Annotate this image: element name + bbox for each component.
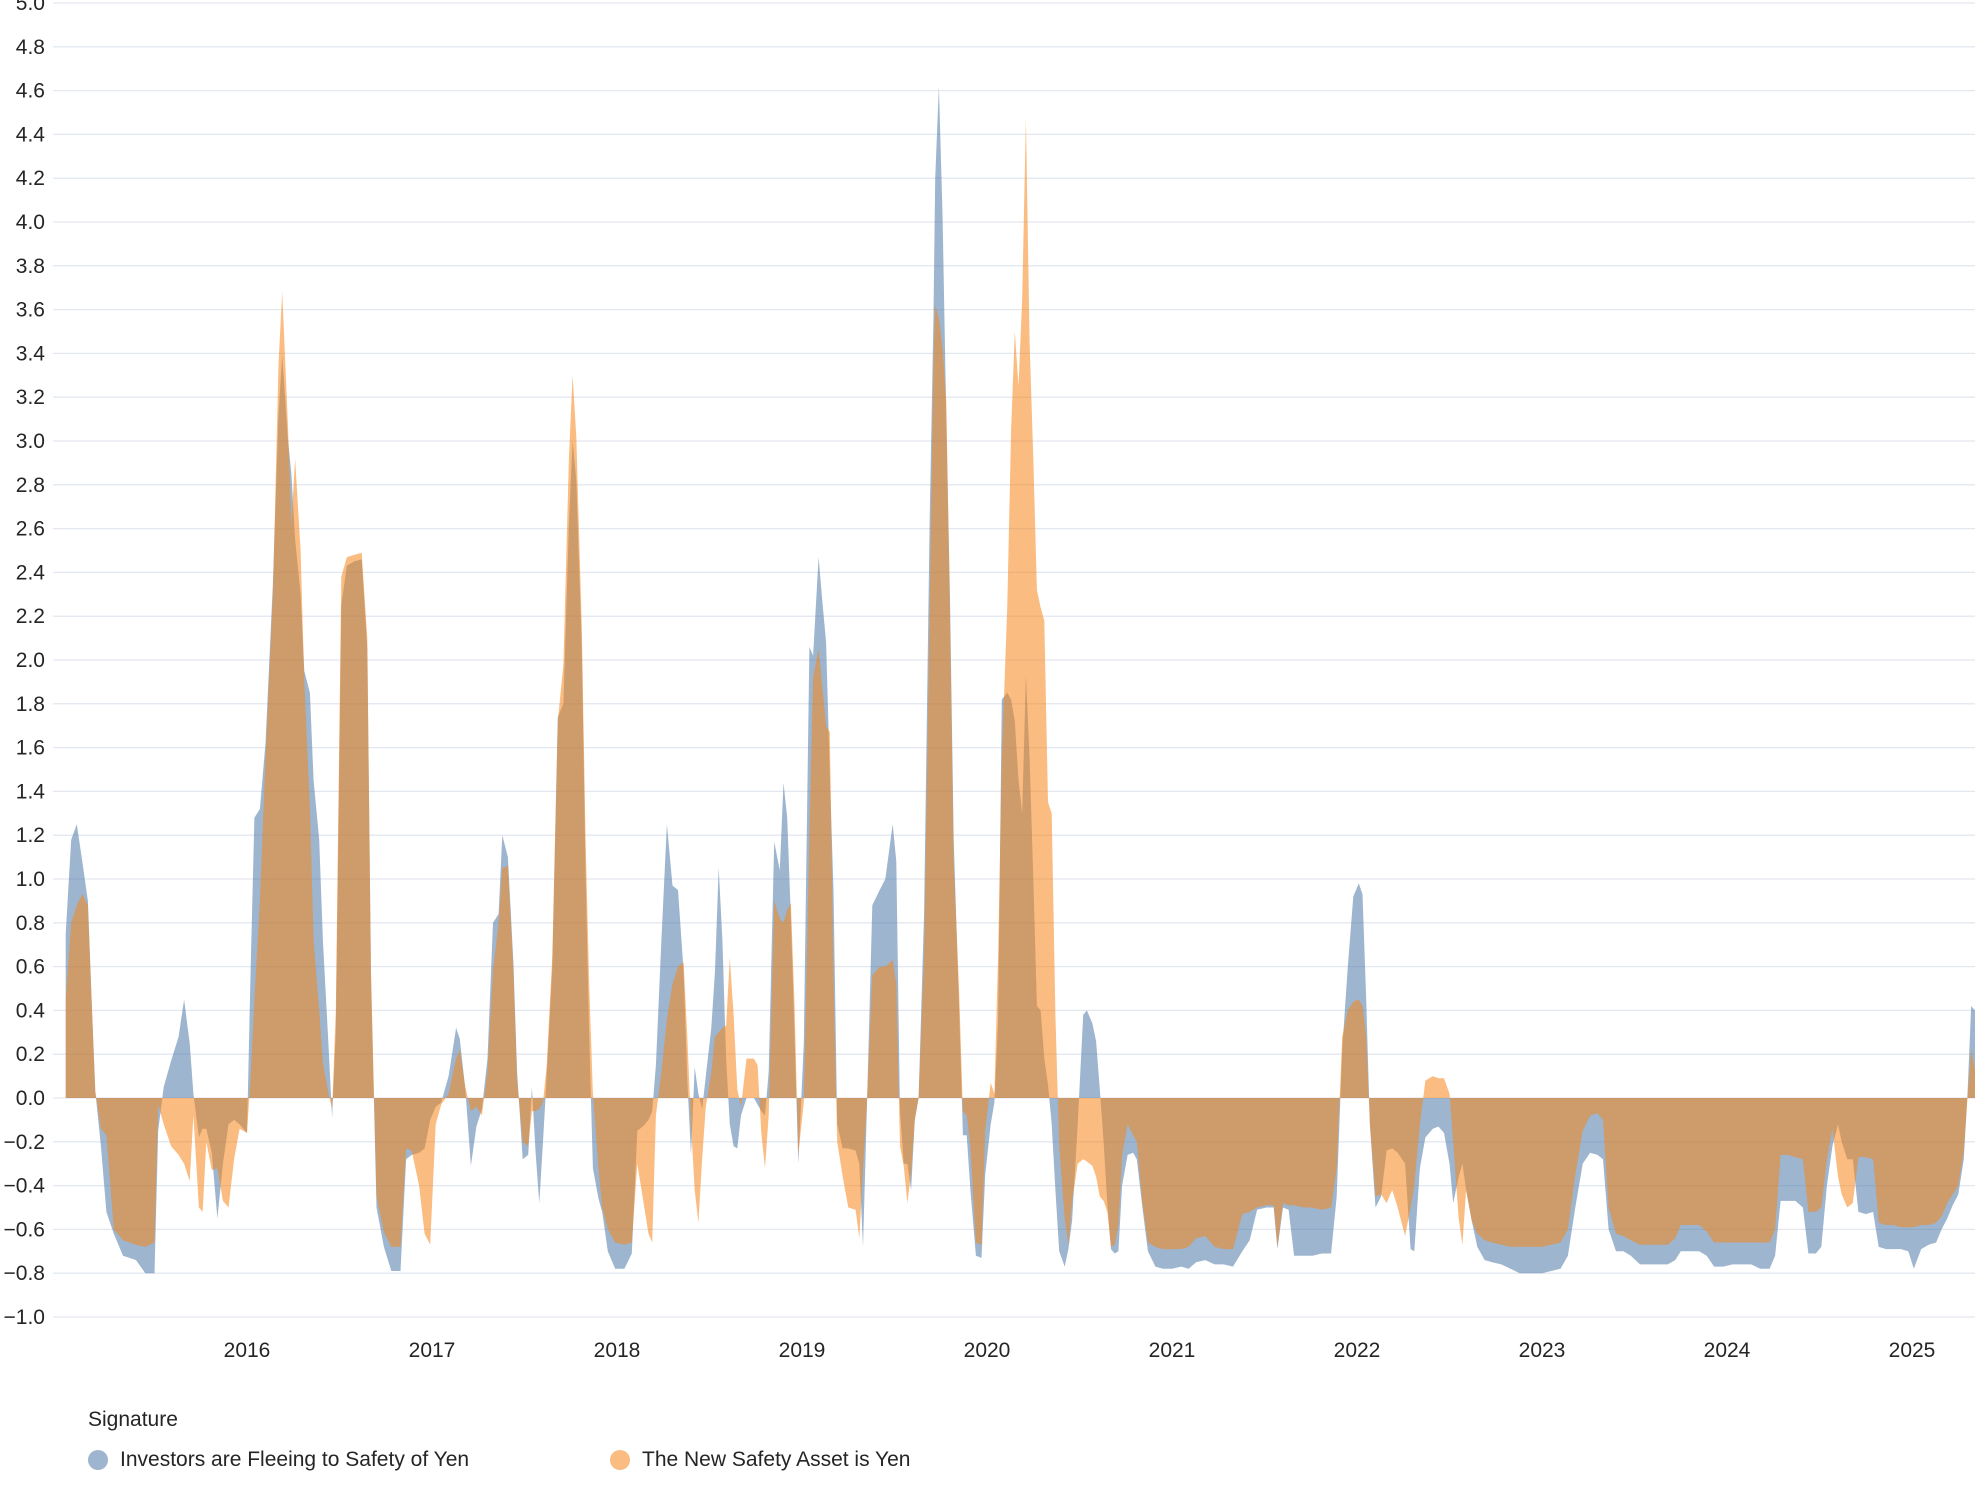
legend-swatch-blue-icon <box>88 1450 108 1470</box>
y-tick-label: 0.6 <box>16 956 45 979</box>
x-tick-label: 2025 <box>1889 1339 1936 1362</box>
legend-item-investors-fleeing: Investors are Fleeing to Safety of Yen <box>88 1448 469 1472</box>
y-tick-label: −0.8 <box>4 1262 45 1285</box>
y-tick-label: 1.2 <box>16 824 45 847</box>
y-tick-label: −1.0 <box>4 1306 45 1329</box>
x-tick-label: 2020 <box>964 1339 1011 1362</box>
y-tick-label: 3.2 <box>16 386 45 409</box>
y-tick-label: 4.0 <box>16 211 45 234</box>
y-tick-label: 3.6 <box>16 299 45 322</box>
y-tick-label: 1.6 <box>16 737 45 760</box>
y-tick-label: 0.8 <box>16 912 45 935</box>
legend-title: Signature <box>88 1408 178 1431</box>
y-tick-label: 1.4 <box>16 780 46 803</box>
y-tick-label: 3.0 <box>16 430 45 453</box>
x-tick-label: 2019 <box>779 1339 826 1362</box>
y-tick-label: 4.8 <box>16 36 45 59</box>
y-tick-label: 5.0 <box>16 0 45 15</box>
y-tick-label: 3.8 <box>16 255 45 278</box>
legend-label-new-safety-asset: The New Safety Asset is Yen <box>642 1448 911 1471</box>
y-tick-label: 0.2 <box>16 1043 45 1066</box>
y-tick-label: 2.4 <box>16 561 46 584</box>
legend-item-new-safety-asset: The New Safety Asset is Yen <box>610 1448 911 1472</box>
x-tick-label: 2018 <box>594 1339 641 1362</box>
y-tick-label: 2.2 <box>16 605 45 628</box>
y-tick-label: 2.8 <box>16 474 45 497</box>
y-tick-label: −0.6 <box>4 1218 45 1241</box>
y-tick-label: −0.2 <box>4 1131 45 1154</box>
x-tick-label: 2021 <box>1149 1339 1196 1362</box>
y-tick-label: 4.4 <box>16 123 46 146</box>
x-tick-label: 2017 <box>409 1339 456 1362</box>
x-tick-label: 2022 <box>1334 1339 1381 1362</box>
legend-swatch-orange-icon <box>610 1450 630 1470</box>
y-tick-label: 2.6 <box>16 518 45 541</box>
y-tick-label: 1.8 <box>16 693 45 716</box>
x-tick-label: 2024 <box>1704 1339 1751 1362</box>
y-tick-label: 0.4 <box>16 999 46 1022</box>
y-tick-label: 2.0 <box>16 649 45 672</box>
y-tick-label: 4.6 <box>16 80 45 103</box>
y-tick-label: 4.2 <box>16 167 45 190</box>
y-tick-label: −0.4 <box>4 1175 46 1198</box>
legend-label-investors-fleeing: Investors are Fleeing to Safety of Yen <box>120 1448 470 1471</box>
y-tick-label: 3.4 <box>16 342 46 365</box>
y-tick-label: 0.0 <box>16 1087 45 1110</box>
area-new-safety-asset <box>65 119 1975 1250</box>
y-tick-label: 1.0 <box>16 868 45 891</box>
x-tick-label: 2016 <box>224 1339 271 1362</box>
x-tick-label: 2023 <box>1519 1339 1566 1362</box>
